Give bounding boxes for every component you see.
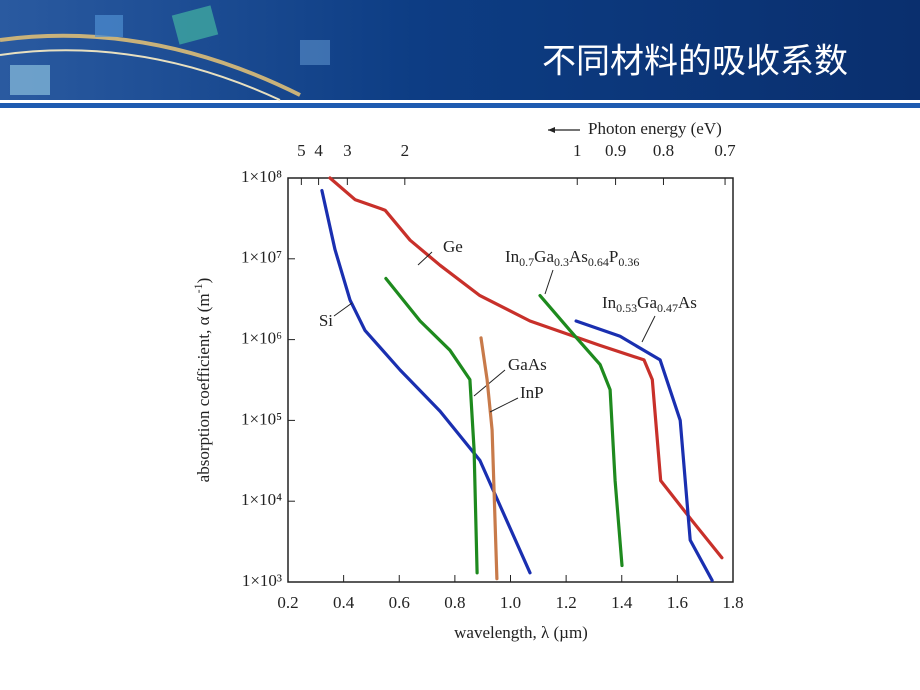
y-tick-label: 1×10⁵ (241, 409, 282, 428)
leader-line (473, 369, 506, 397)
series-label: Ge (443, 237, 463, 256)
series-label: GaAs (508, 355, 547, 374)
series-line (328, 176, 724, 560)
series-line (479, 336, 499, 581)
x2-tick-label: 0.8 (653, 141, 674, 160)
x-axis-label: wavelength, λ (µm) (454, 623, 588, 642)
x-tick-label: 1.6 (667, 593, 688, 612)
x-tick-label: 0.8 (444, 593, 465, 612)
leader-line (333, 302, 353, 317)
x2-tick-label: 4 (314, 141, 323, 160)
x2-tick-label: 0.7 (714, 141, 736, 160)
y-tick-label: 1×10⁶ (241, 329, 282, 348)
y-tick-label: 1×10³ (242, 571, 282, 590)
leader-line (641, 315, 656, 343)
series-line (384, 276, 479, 575)
x-tick-label: 1.4 (611, 593, 633, 612)
energy-arrow (548, 127, 580, 133)
series-label: InP (520, 383, 544, 402)
leader-line (544, 269, 554, 295)
x2-tick-label: 1 (573, 141, 582, 160)
leader-line (417, 251, 433, 266)
leader-line (489, 397, 519, 413)
series-label: Si (319, 311, 333, 330)
series-label: In0.53Ga0.47As (602, 293, 697, 315)
x2-tick-label: 5 (297, 141, 306, 160)
series-line (538, 294, 624, 568)
y-tick-label: 1×10⁷ (241, 248, 282, 267)
x-tick-label: 1.0 (500, 593, 521, 612)
x-tick-label: 0.2 (277, 593, 298, 612)
header-banner (0, 0, 920, 108)
series-line (574, 319, 714, 582)
x-tick-label: 1.8 (722, 593, 743, 612)
series-label: In0.7Ga0.3As0.64P0.36 (505, 247, 639, 269)
x-tick-label: 1.2 (556, 593, 577, 612)
y-tick-label: 1×10⁸ (241, 167, 282, 186)
x2-tick-label: 0.9 (605, 141, 626, 160)
x2-axis-label: Photon energy (eV) (588, 119, 722, 138)
x-tick-label: 0.6 (389, 593, 410, 612)
x2-tick-label: 2 (401, 141, 410, 160)
slide-title: 不同材料的吸收系数 (542, 42, 848, 82)
series-line (320, 188, 532, 575)
y-tick-label: 1×10⁴ (241, 490, 282, 509)
y-axis-label: absorption coefficient, α (m-1) (191, 278, 213, 483)
x2-tick-label: 3 (343, 141, 352, 160)
x-tick-label: 0.4 (333, 593, 355, 612)
